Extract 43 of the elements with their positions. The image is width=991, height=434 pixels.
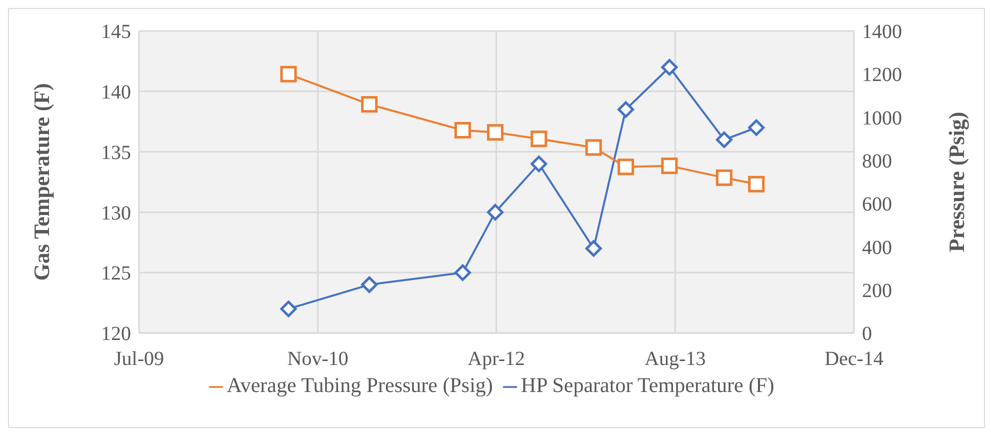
point [748, 119, 765, 136]
point [487, 124, 504, 141]
y2-tick-label: 1000 [862, 107, 902, 130]
y-tick-label: 140 [101, 82, 131, 104]
point [618, 101, 634, 118]
x-tick-label: Nov-10 [287, 348, 348, 370]
y-axis-title: Gas Temperature (F) [28, 83, 54, 281]
point [361, 276, 378, 293]
point [454, 264, 471, 281]
y2-tick-label: 1400 [862, 21, 902, 44]
x-tick-label: Jul-09 [114, 348, 164, 370]
point [748, 176, 765, 192]
y-tick-label: 135 [101, 142, 131, 164]
y2-tick-label: 0 [862, 323, 872, 346]
point [280, 300, 297, 318]
point [280, 66, 297, 82]
point [454, 122, 471, 138]
y2-axis-title: Pressure (Psig) [944, 112, 969, 252]
point [661, 58, 678, 76]
y-tick-label: 145 [101, 21, 131, 44]
legend-label: HP Separator Temperature (F) [520, 373, 774, 397]
y2-tick-label: 1200 [862, 64, 902, 86]
point [716, 131, 732, 148]
legend-label: Average Tubing Pressure (Psig) [226, 373, 493, 397]
point [585, 240, 602, 257]
point [361, 96, 378, 113]
x-tick-label: Aug-13 [644, 348, 706, 370]
y-tick-label: 125 [101, 262, 131, 285]
y-tick-label: 130 [101, 202, 131, 224]
x-tick-label: Apr-12 [468, 348, 526, 370]
point [585, 139, 602, 156]
y2-tick-label: 400 [862, 236, 892, 259]
x-tick-label: Dec-14 [824, 348, 884, 370]
y2-tick-label: 200 [862, 280, 892, 302]
point [716, 169, 732, 186]
y-tick-label: 120 [101, 323, 131, 346]
point [661, 158, 678, 174]
point [530, 156, 548, 172]
point [487, 204, 504, 220]
point [530, 130, 548, 148]
point [618, 158, 634, 176]
y2-tick-label: 600 [862, 194, 892, 216]
y2-tick-label: 800 [862, 150, 892, 173]
